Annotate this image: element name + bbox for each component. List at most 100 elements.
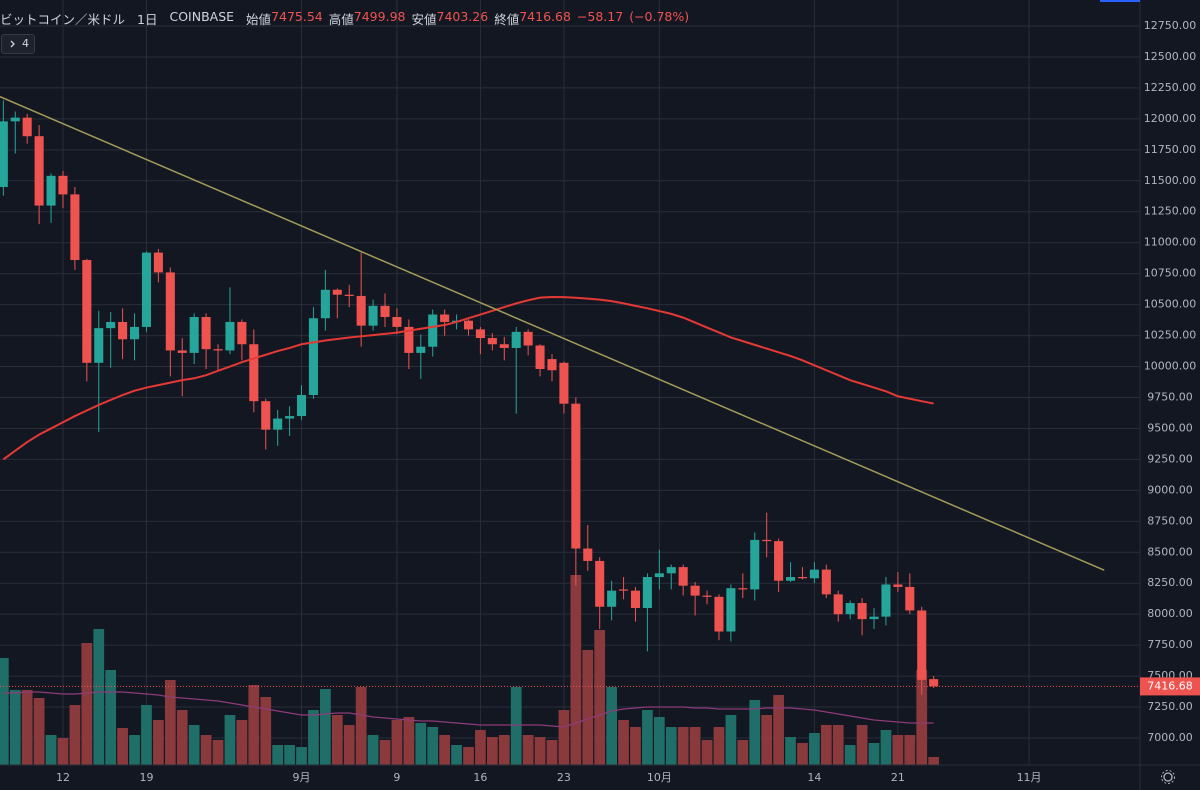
volume-bar — [630, 727, 641, 765]
candle-body — [82, 260, 92, 363]
volume-bar — [534, 737, 546, 765]
candle-body — [786, 577, 796, 581]
volume-bar — [200, 735, 212, 765]
indicator-count: 4 — [22, 37, 29, 50]
candle-body — [106, 321, 116, 329]
volume-bar — [9, 690, 21, 765]
candle-body — [0, 121, 8, 187]
candle-body — [177, 350, 187, 353]
volume-bar — [176, 710, 188, 765]
candle-body — [475, 329, 485, 339]
candle-body — [881, 584, 891, 617]
volume-bar — [45, 735, 57, 765]
candle-body — [118, 321, 128, 340]
volume-bar — [284, 745, 295, 765]
candle-body — [630, 590, 641, 608]
candle-body — [404, 326, 414, 353]
volume-bar — [868, 743, 880, 765]
interval: 1日 — [137, 12, 158, 27]
settings-icon[interactable] — [1161, 770, 1175, 784]
candle-body — [511, 331, 521, 348]
volume-bar — [33, 698, 45, 765]
chevron-path — [10, 40, 15, 48]
volume-bar — [451, 745, 462, 765]
volume-bar — [856, 725, 868, 765]
x-tick-label: 19 — [139, 771, 153, 784]
volume-bar — [522, 735, 534, 765]
volume-bar — [689, 727, 701, 765]
candle-body — [94, 328, 104, 363]
volume-bar — [296, 747, 307, 765]
volume-bar — [677, 727, 689, 765]
settings-teeth[interactable] — [1161, 770, 1175, 784]
axes: 12750.00 12500.00 12250.00 12000.00 11750.00… — [56, 19, 1200, 784]
volume-bar — [69, 705, 81, 765]
candle-body — [690, 585, 700, 596]
volume-bar — [880, 730, 892, 765]
candle-body — [535, 345, 545, 370]
volume-bar — [367, 735, 379, 765]
candle-body — [34, 136, 44, 206]
candle-body — [225, 321, 235, 351]
open-value: 7475.54 — [271, 9, 323, 24]
candle-body — [499, 344, 509, 348]
x-tick-label: 14 — [807, 771, 821, 784]
volume-bar — [582, 650, 594, 765]
candle-body — [428, 314, 438, 347]
volume-bar — [904, 735, 916, 765]
volume-bar — [248, 685, 260, 765]
volume-bar — [93, 629, 105, 765]
candle-body — [130, 326, 140, 340]
volume-bar — [236, 720, 248, 765]
candle-body — [917, 610, 927, 680]
y-tick-label: 9250.00 — [1147, 452, 1193, 465]
candle-body — [416, 346, 426, 353]
volume-bar — [701, 740, 713, 765]
y-tick-label: 12000.00 — [1144, 112, 1197, 125]
indicator-toggle[interactable]: 4 — [1, 34, 35, 54]
y-tick-label: 10250.00 — [1144, 329, 1197, 342]
volume-bar — [749, 700, 761, 765]
volume-bar — [761, 715, 773, 765]
x-tick-label: 16 — [473, 771, 487, 784]
volume-bar — [737, 740, 749, 765]
volume-bar — [642, 710, 653, 765]
y-tick-label: 12250.00 — [1144, 81, 1197, 94]
candle-body — [463, 320, 474, 330]
candle-body — [845, 603, 855, 615]
candle-body — [571, 403, 581, 549]
volume-bar — [164, 680, 176, 765]
volume-bar — [355, 687, 367, 765]
settings-gear[interactable] — [1163, 772, 1173, 782]
y-tick-label: 8750.00 — [1147, 514, 1193, 527]
last-price-label: 7416.68 — [1147, 679, 1193, 692]
price-layer — [0, 95, 1140, 695]
candle-body — [165, 272, 175, 351]
y-tick-label: 9750.00 — [1147, 390, 1193, 403]
volume-bar — [928, 757, 940, 765]
volume-bar — [272, 745, 284, 765]
candle-body — [308, 318, 318, 396]
last-price-box — [1140, 677, 1200, 696]
y-tick-label: 8000.00 — [1147, 607, 1193, 620]
candle-body — [869, 616, 879, 620]
candle-body — [70, 194, 80, 261]
volume-bar — [391, 720, 403, 765]
candle-body — [10, 117, 20, 122]
legend-header: ビットコイン／米ドル 1日 COINBASE 始値 7475.54 高値 7499.… — [0, 9, 695, 28]
candle-body — [273, 418, 283, 430]
y-tick-label: 8250.00 — [1147, 576, 1193, 589]
candle-body — [714, 596, 724, 632]
volume-bar — [105, 670, 117, 765]
high-value: 7499.98 — [353, 9, 406, 24]
candle-body — [857, 603, 867, 620]
volume-bar — [832, 725, 844, 765]
volume-bar — [308, 710, 319, 765]
candle-body — [595, 560, 605, 607]
candle-body — [22, 117, 32, 137]
volume-bar — [618, 720, 629, 765]
y-tick-label: 10000.00 — [1144, 360, 1197, 373]
grid — [0, 0, 1140, 765]
candle-body — [702, 595, 712, 597]
candle-body — [726, 588, 736, 632]
